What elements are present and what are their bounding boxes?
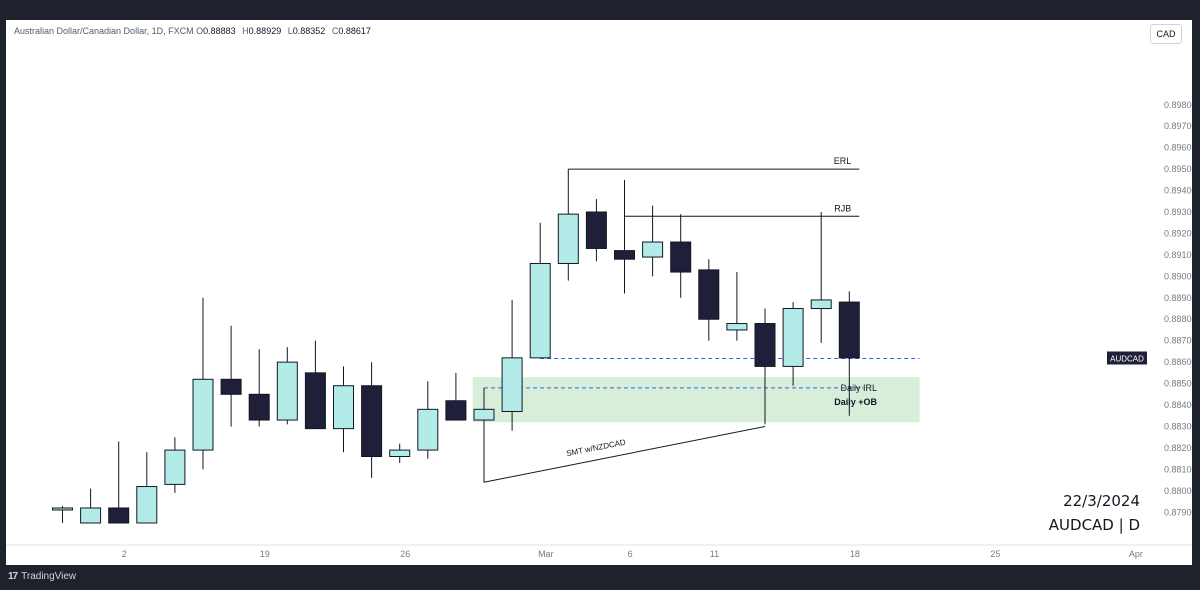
close-label: C [331,26,339,36]
time-axis-tick: 25 [990,549,1000,559]
high-label: H [242,26,249,36]
pair-timeframe-stamp: AUDCAD | D [1048,516,1140,534]
time-axis-tick: 19 [260,549,270,559]
time-axis-tick: 26 [400,549,410,559]
tradingview-logo[interactable]: 17 TradingView [8,571,76,582]
candle-body [220,378,242,395]
symbol-legend: Australian Dollar/Canadian Dollar, 1D, F… [14,26,375,36]
candle-body [108,507,130,524]
candle-body [417,408,439,451]
candle-body [782,308,804,367]
candle-body [192,378,214,451]
time-axis-tick: 18 [850,549,860,559]
candle-body [389,449,411,458]
daily-ob-label: Daily +OB [834,397,877,407]
time-axis-tick: 2 [122,549,127,559]
candle-body [754,323,776,367]
candle-body [670,241,692,273]
time-axis-tick: Mar [538,549,554,559]
low-label: L [287,26,293,36]
open-value: 0.88883 [203,26,236,36]
candle-body [136,486,158,524]
candle-body [473,408,495,421]
footer-bar: 17 TradingView [0,565,1200,590]
time-axis-tick: Apr [1129,549,1143,559]
candle-body [642,241,664,258]
currency-button[interactable]: CAD [1150,24,1182,44]
candle-body [614,250,635,260]
candle-body [304,372,326,430]
high-value: 0.88929 [248,26,282,36]
candle-body [501,357,523,412]
candle-body [80,507,102,524]
smt-line [483,425,766,483]
level-label: ERL [834,156,852,166]
time-axis-tick: 6 [628,549,633,559]
daily-irl-label: Daily IRL [840,383,877,393]
candle-body [52,507,73,511]
candle-body [838,301,860,359]
candle-body [698,269,720,320]
candlestick-chart[interactable]: ERL RJB SMT w/NZDCAD Daily IRL Daily +OB 0.89… [6,20,1192,565]
candle-body [726,323,748,331]
current-price-symbol: AUDCAD [1110,354,1144,363]
low-value: 0.88352 [292,26,326,36]
date-stamp: 22/3/2024 [1063,492,1140,510]
smt-label: SMT w/NZDCAD [566,438,627,459]
tradingview-logo-icon: 17 [8,571,18,582]
candle-body [585,211,607,249]
price-axis-tick: 0.87900 [1164,507,1192,517]
candle-body [445,400,467,421]
time-axis-tick: 11 [710,549,719,559]
tradingview-brand: TradingView [21,571,77,582]
symbol-title: Australian Dollar/Canadian Dollar, 1D, F… [14,26,194,36]
candle-body [529,262,551,359]
chart-pane[interactable]: ERL RJB SMT w/NZDCAD Daily IRL Daily +OB 0.89… [6,20,1192,565]
open-label: O [196,26,204,36]
close-value: 0.88617 [338,26,371,36]
candle-body [333,385,354,430]
candle-body [810,299,832,310]
order-block-zone [472,377,920,423]
candle-body [164,449,186,485]
candle-body [557,213,579,264]
candle-body [276,361,298,421]
level-label: RJB [834,203,851,213]
current-price-badge [1107,351,1147,365]
candle-body [248,393,270,421]
candle-body [361,385,383,458]
